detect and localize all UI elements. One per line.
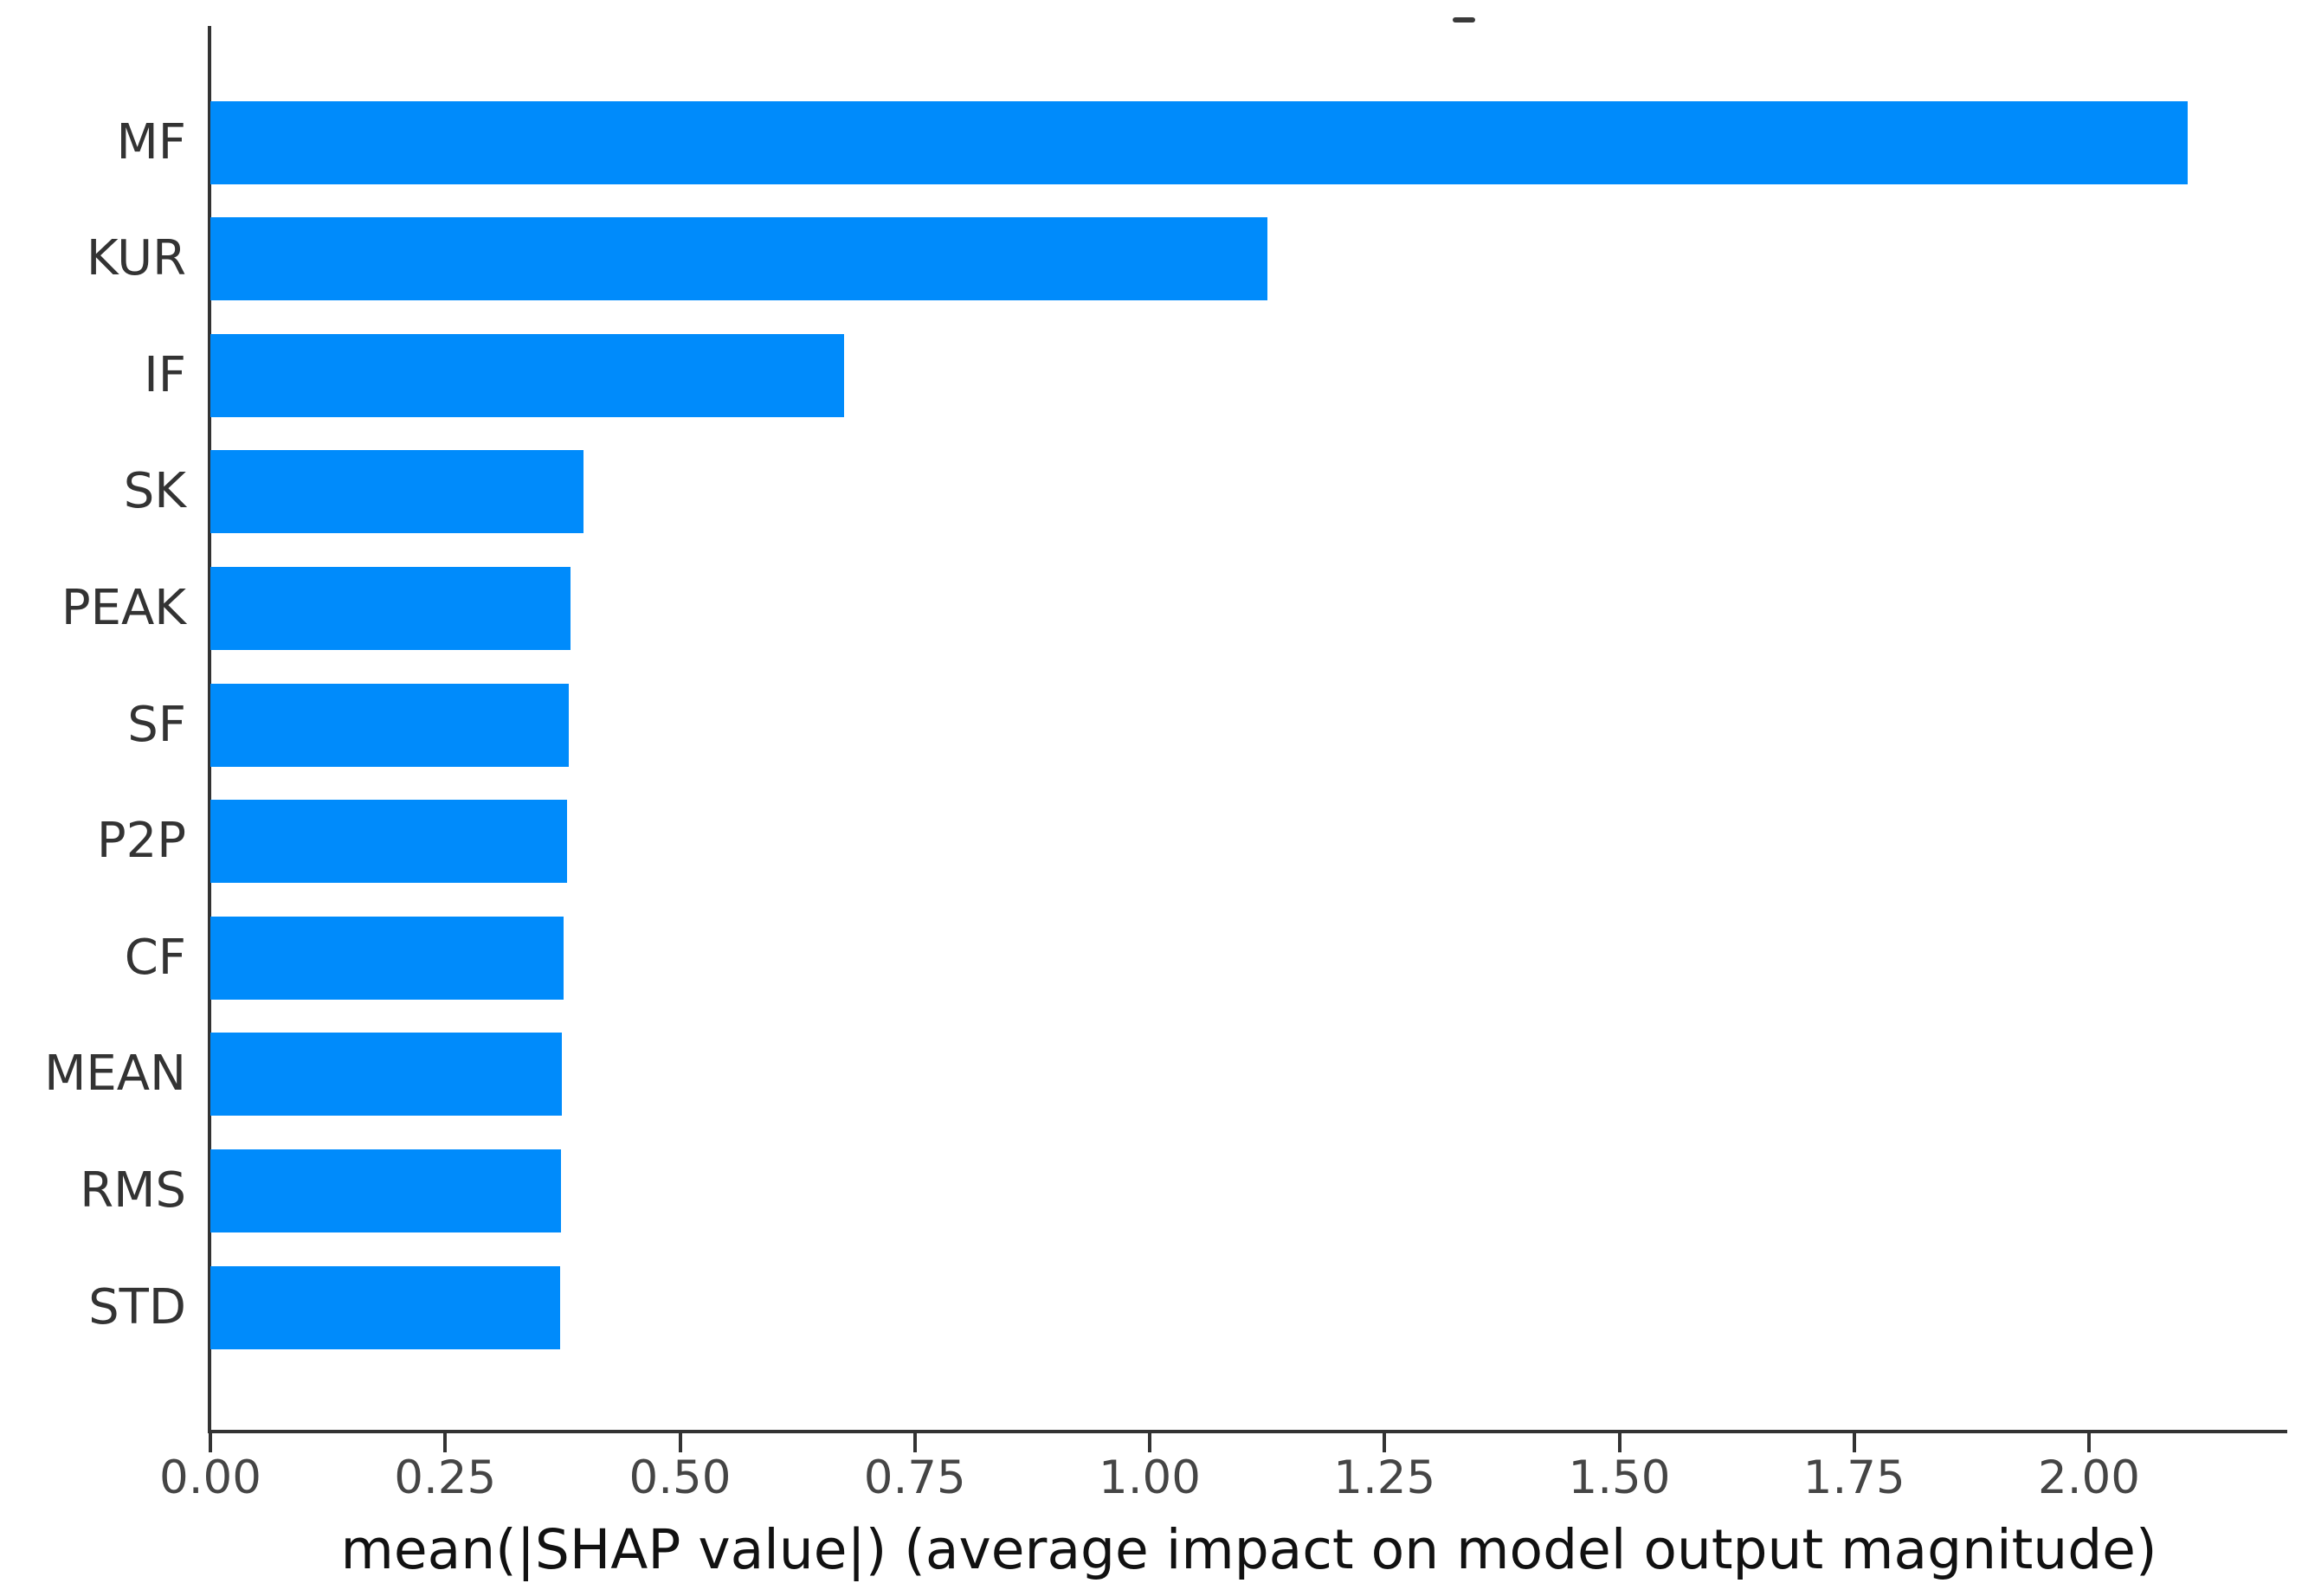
x-tick-mark [678,1433,682,1452]
category-label-kur: KUR [86,230,186,287]
x-tick-mark [1148,1433,1151,1452]
category-label-rms: RMS [80,1162,186,1220]
x-axis-label: mean(|SHAP value|) (average impact on mo… [340,1518,2157,1581]
bar-peak [210,567,571,651]
category-label-p2p: P2P [96,813,186,870]
x-tick-label: 0.75 [863,1451,966,1504]
top-crop-artifact [1453,17,1475,23]
x-tick-label: 1.50 [1568,1451,1671,1504]
x-tick-label: 0.25 [394,1451,497,1504]
category-label-sk: SK [123,463,186,520]
category-label-cf: CF [124,929,186,986]
bar-mean [210,1033,562,1117]
x-tick-mark [209,1433,212,1452]
x-tick-label: 0.50 [629,1451,732,1504]
x-tick-label: 1.25 [1333,1451,1436,1504]
x-tick-mark [443,1433,448,1452]
x-axis-spine [208,1430,2287,1433]
x-tick-label: 1.00 [1098,1451,1201,1504]
bar-std [210,1265,560,1349]
category-label-mf: MF [116,113,186,171]
y-axis-spine [208,26,211,1433]
bar-sk [210,450,583,534]
category-label-sf: SF [127,696,186,753]
x-tick-label: 2.00 [2037,1451,2140,1504]
x-tick-label: 1.75 [1802,1451,1905,1504]
x-tick-mark [2087,1433,2091,1452]
bar-sf [210,683,569,767]
category-label-std: STD [88,1278,186,1335]
bar-mf [210,100,2188,184]
category-label-if: IF [144,346,186,403]
x-tick-label: 0.00 [158,1451,261,1504]
x-tick-mark [1617,1433,1621,1452]
bar-kur [210,217,1267,301]
category-label-peak: PEAK [61,580,186,637]
category-label-mean: MEAN [44,1046,186,1103]
bar-p2p [210,800,567,884]
bar-cf [210,916,564,1000]
bar-rms [210,1149,561,1233]
x-tick-mark [1852,1433,1856,1452]
x-tick-mark [1383,1433,1387,1452]
x-tick-mark [912,1433,917,1452]
bar-if [210,333,844,417]
